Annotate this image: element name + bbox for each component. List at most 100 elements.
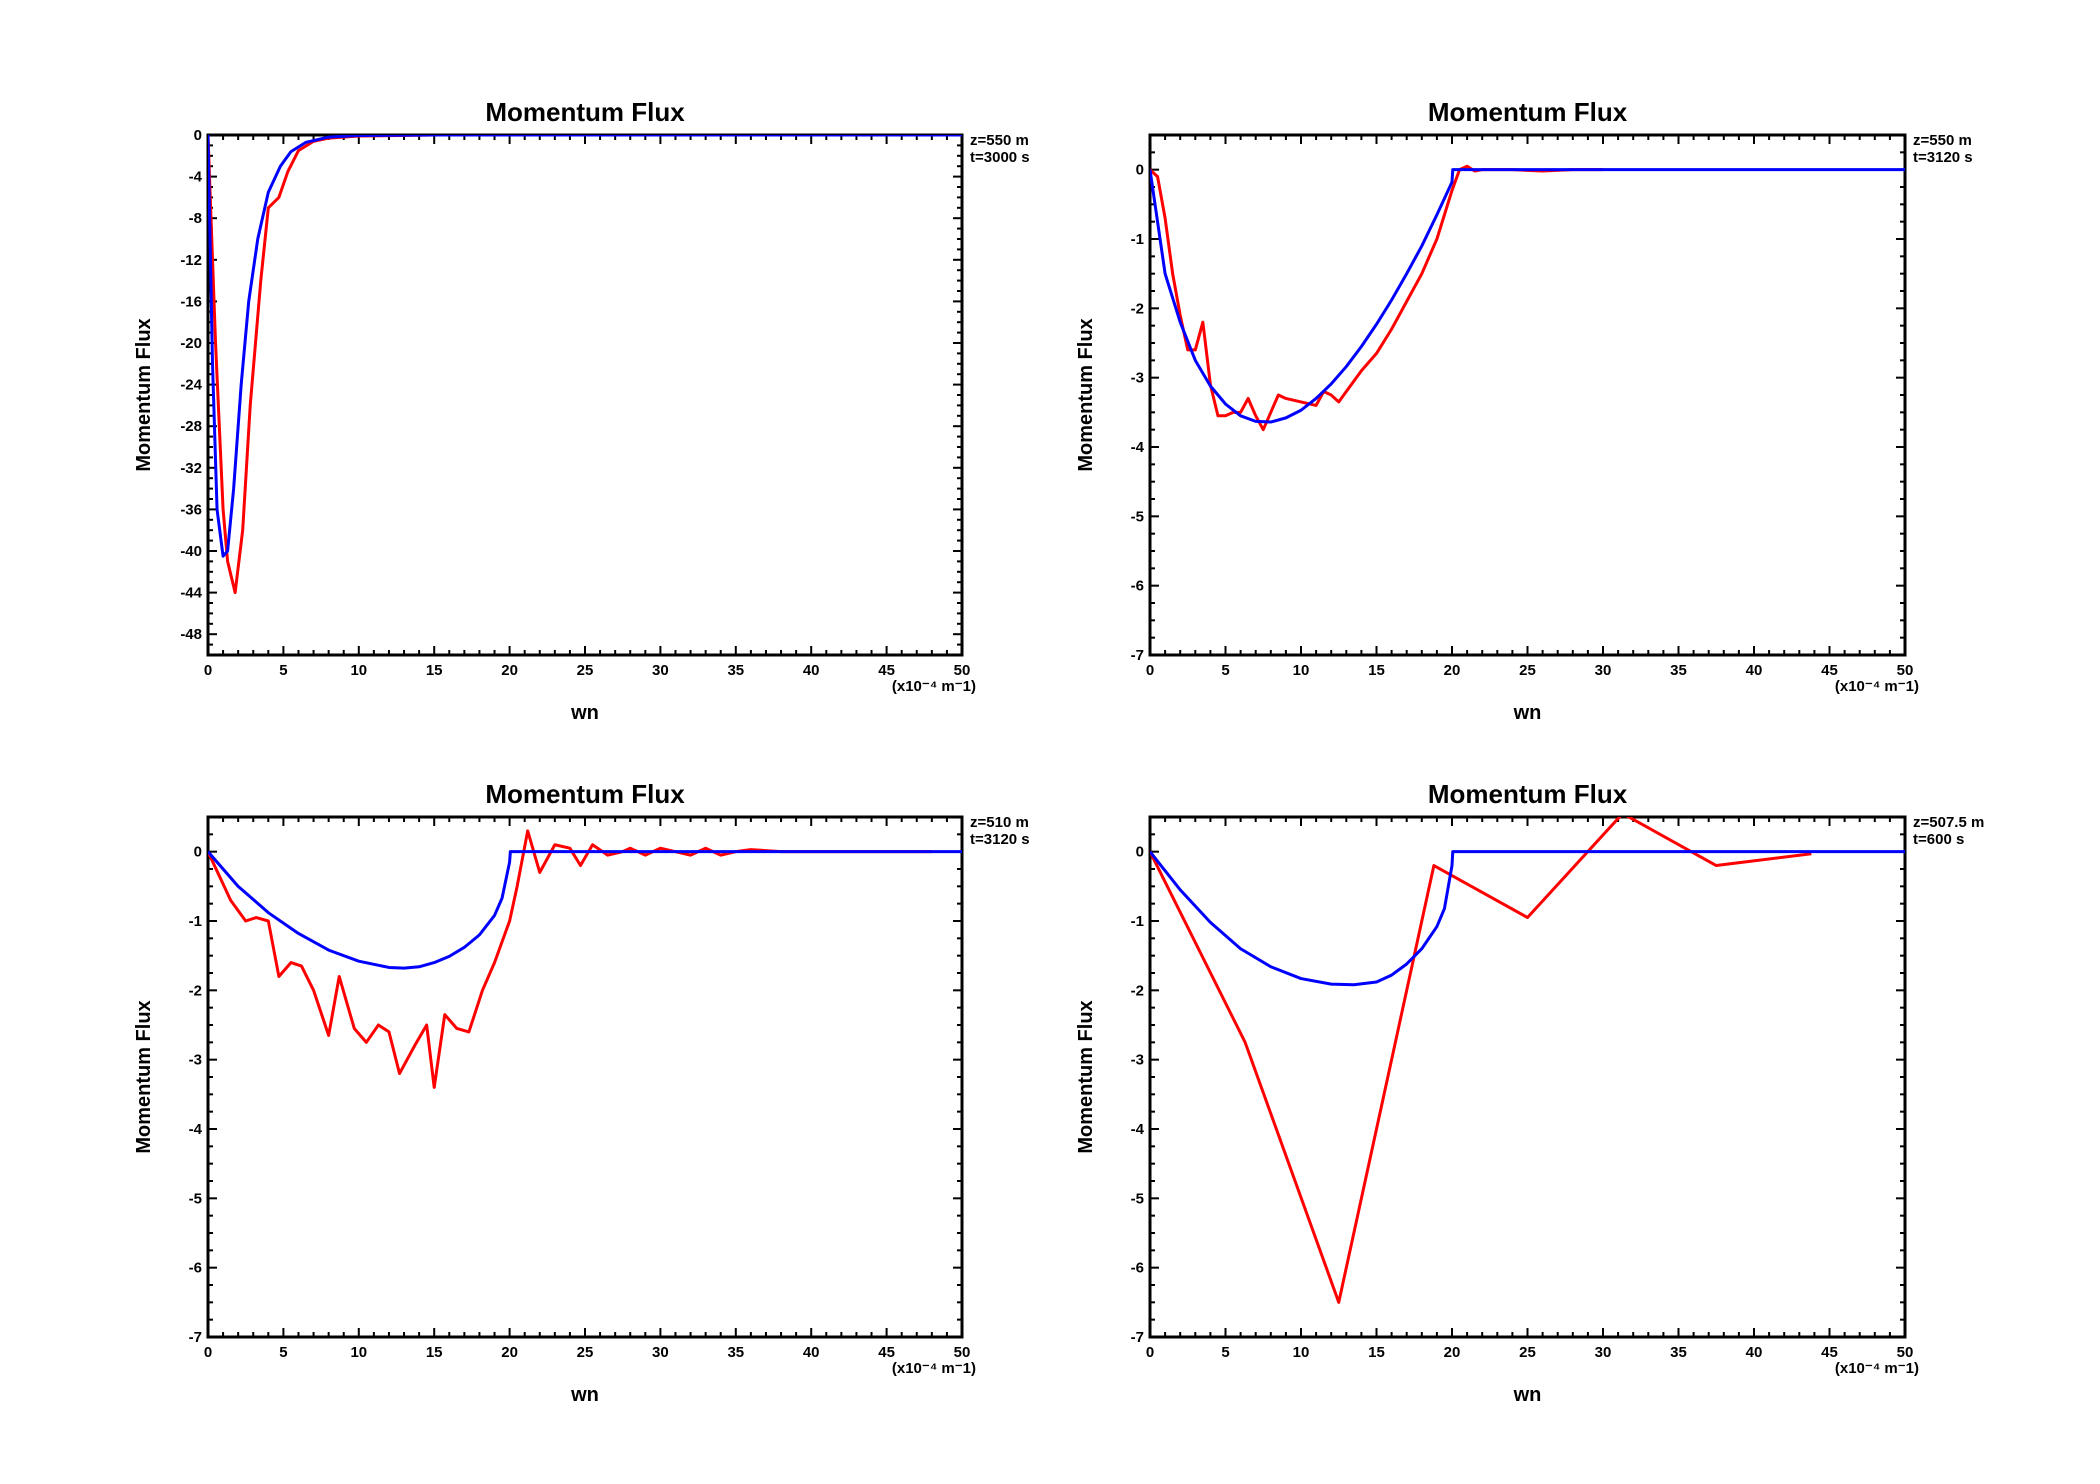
plot-frame [206, 133, 964, 657]
panel-4: Momentum Flux z=507.5 mt=600 s 0 5 10 15 20 25 3… [1075, 779, 1984, 1406]
x-tick-label: 50 [954, 1344, 971, 1361]
x-tick-label: 0 [204, 662, 212, 679]
x-tick-label: 15 [1368, 1344, 1385, 1361]
y-tick-label: -36 [180, 501, 202, 518]
y-tick-label: -7 [189, 1329, 202, 1346]
series-line-blue [1150, 168, 1905, 424]
y-tick-label: -5 [1131, 508, 1144, 525]
y-axis-label: Momentum Flux [1075, 1000, 1097, 1153]
x-tick-label: 25 [1519, 1344, 1536, 1361]
series-line-blue [208, 850, 962, 970]
y-tick-label: 0 [1136, 844, 1144, 861]
x-tick-label: 0 [204, 1344, 212, 1361]
y-tick-label: -4 [189, 169, 203, 186]
x-tick-label: 20 [1444, 1344, 1461, 1361]
y-tick-label: -12 [180, 252, 202, 269]
y-tick-label: -32 [180, 460, 202, 477]
x-tick-label: 20 [1444, 662, 1461, 679]
chart-title: Momentum Flux [485, 97, 685, 127]
y-tick-label: -44 [180, 585, 202, 602]
panel-3: Momentum Flux z=510 mt=3120 s 0 5 10 15 20 25 30… [133, 779, 1030, 1406]
series-line-blue [1150, 850, 1905, 987]
x-tick-label: 35 [727, 662, 744, 679]
y-axis-label: Momentum Flux [1075, 318, 1097, 471]
x-axis-label: wn [1513, 1384, 1542, 1406]
y-tick-label: -20 [180, 335, 202, 352]
y-tick-label: -2 [1131, 300, 1144, 317]
x-tick-label: 40 [1746, 662, 1763, 679]
x-tick-label: 0 [1146, 1344, 1154, 1361]
series-line-red [1150, 164, 1603, 432]
series-line-blue [208, 135, 962, 558]
y-tick-label: -5 [189, 1190, 202, 1207]
x-axis-label: wn [570, 702, 599, 724]
x-unit-label: (x10⁻⁴ m⁻1) [1835, 1360, 1919, 1377]
x-tick-label: 15 [1368, 662, 1385, 679]
x-tick-label: 5 [279, 662, 287, 679]
x-tick-label: 50 [1897, 662, 1914, 679]
x-tick-label: 40 [803, 1344, 820, 1361]
y-tick-label: -6 [189, 1260, 202, 1277]
x-tick-label: 25 [1519, 662, 1536, 679]
y-axis-label: Momentum Flux [133, 318, 155, 471]
chart-title: Momentum Flux [1428, 779, 1628, 809]
y-tick-label: -8 [189, 210, 202, 227]
y-tick-label: -7 [1131, 1329, 1144, 1346]
y-tick-label: 0 [1136, 162, 1144, 179]
annotation-text: z=550 m [970, 132, 1029, 149]
y-axis-label: Momentum Flux [133, 1000, 155, 1153]
x-tick-label: 20 [501, 1344, 518, 1361]
x-tick-label: 0 [1146, 662, 1154, 679]
x-axis-label: wn [1513, 702, 1542, 724]
x-tick-label: 10 [350, 662, 367, 679]
x-tick-label: 35 [1670, 1344, 1687, 1361]
x-tick-label: 10 [1293, 1344, 1310, 1361]
y-tick-label: -2 [1131, 982, 1144, 999]
annotation-text: z=550 m [1913, 132, 1972, 149]
x-unit-label: (x10⁻⁴ m⁻1) [892, 678, 976, 695]
y-tick-label: -3 [189, 1052, 202, 1069]
y-tick-label: -24 [180, 377, 202, 394]
series-line-red [208, 829, 932, 1089]
x-tick-label: 15 [426, 662, 443, 679]
y-tick-label: -6 [1131, 578, 1144, 595]
x-tick-label: 30 [652, 1344, 669, 1361]
chart-title: Momentum Flux [485, 779, 685, 809]
annotation-text: z=510 m [970, 814, 1029, 831]
x-tick-label: 40 [1746, 1344, 1763, 1361]
annotation-text: z=507.5 m [1913, 814, 1984, 831]
y-tick-label: -1 [1131, 913, 1144, 930]
y-tick-label: -1 [1131, 231, 1144, 248]
x-tick-label: 45 [878, 1344, 895, 1361]
x-axis-label: wn [570, 1384, 599, 1406]
y-tick-label: -48 [180, 626, 202, 643]
y-tick-label: -5 [1131, 1190, 1144, 1207]
y-tick-label: -28 [180, 418, 202, 435]
x-tick-label: 10 [350, 1344, 367, 1361]
x-tick-label: 35 [1670, 662, 1687, 679]
x-tick-label: 45 [1821, 662, 1838, 679]
plot-frame [206, 815, 964, 1339]
y-tick-label: -3 [1131, 370, 1144, 387]
y-tick-label: -40 [180, 543, 202, 560]
chart-title: Momentum Flux [1428, 97, 1628, 127]
panel-2: Momentum Flux z=550 mt=3120 s 0 5 10 15 20 25 30… [1075, 97, 1973, 724]
x-tick-label: 10 [1293, 662, 1310, 679]
x-unit-label: (x10⁻⁴ m⁻1) [892, 1360, 976, 1377]
x-tick-label: 30 [1595, 1344, 1612, 1361]
x-unit-label: (x10⁻⁴ m⁻1) [1835, 678, 1919, 695]
x-tick-label: 25 [577, 1344, 594, 1361]
panel-1: Momentum Flux z=550 mt=3000 s 0 5 10 15 20 25 30… [133, 97, 1030, 724]
x-tick-label: 15 [426, 1344, 443, 1361]
x-tick-label: 45 [878, 662, 895, 679]
x-tick-label: 20 [501, 662, 518, 679]
y-tick-label: 0 [194, 844, 202, 861]
y-tick-label: -4 [189, 1121, 203, 1138]
annotation-text: t=3000 s [970, 149, 1030, 166]
x-tick-label: 5 [1221, 662, 1229, 679]
x-tick-label: 35 [727, 1344, 744, 1361]
series-line-red [208, 135, 962, 595]
x-tick-label: 45 [1821, 1344, 1838, 1361]
